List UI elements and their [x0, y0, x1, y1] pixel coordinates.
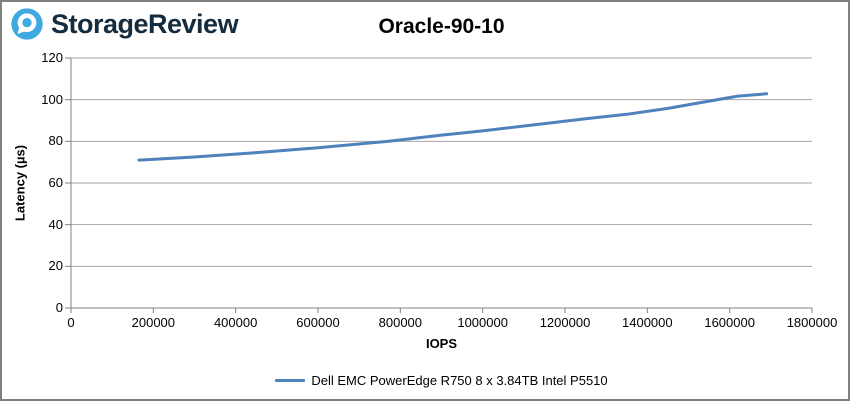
y-tick-label: 60: [48, 175, 63, 190]
storagereview-logo: StorageReview: [10, 7, 239, 41]
y-axis-title: Latency (µs): [12, 144, 28, 222]
chart-title: Oracle-90-10: [378, 15, 505, 38]
x-axis-title: IOPS: [425, 336, 458, 351]
x-tick-label: 1000000: [457, 315, 508, 330]
series-line: [137, 92, 769, 162]
x-tick-label: 200000: [131, 315, 176, 330]
x-tick-label: 1200000: [539, 315, 591, 330]
legend-series-label: Dell EMC PowerEdge R750 8 x 3.84TB Intel…: [311, 372, 608, 388]
x-tick-label: 1800000: [786, 315, 838, 330]
y-tick-label: 100: [41, 91, 63, 107]
x-tick-label: 1600000: [704, 315, 755, 330]
legend-line-swatch: [275, 378, 306, 382]
x-tick-label: 600000: [296, 315, 340, 330]
x-tick-label: 800000: [378, 315, 423, 330]
brand-name: StorageReview: [51, 9, 239, 39]
x-tick-label: 1400000: [622, 315, 673, 330]
y-tick-label: 20: [48, 258, 63, 274]
x-tick-label: 0: [67, 315, 75, 330]
storagereview-drop-icon: [11, 8, 43, 40]
y-tick-label: 0: [55, 300, 63, 315]
y-tick-label: 80: [48, 133, 63, 149]
y-tick-label: 120: [41, 50, 63, 65]
legend: Dell EMC PowerEdge R750 8 x 3.84TB Intel…: [71, 370, 812, 390]
x-tick-label: 400000: [213, 315, 258, 330]
y-tick-label: 40: [48, 216, 63, 232]
